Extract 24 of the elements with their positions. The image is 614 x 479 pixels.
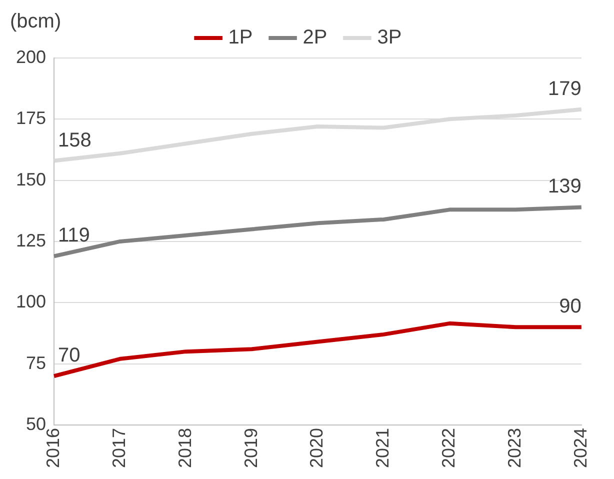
x-tick-label: 2022 <box>438 428 459 468</box>
x-tick-label: 2018 <box>174 428 195 468</box>
x-tick-label: 2017 <box>108 428 129 468</box>
y-tick-label: 200 <box>16 46 46 67</box>
x-tick-label: 2024 <box>570 428 590 468</box>
annotation: 179 <box>548 78 582 100</box>
y-tick-label: 175 <box>16 108 46 128</box>
legend-label: 3P <box>377 26 402 49</box>
y-axis-title: (bcm) <box>10 10 62 33</box>
x-tick-label: 2019 <box>240 428 261 468</box>
x-tick-label: 2020 <box>306 428 327 468</box>
y-tick-label: 150 <box>16 169 46 190</box>
legend-label: 2P <box>302 26 328 49</box>
x-tick-label: 2021 <box>372 428 393 468</box>
y-tick-label: 100 <box>16 292 46 312</box>
y-tick-label: 125 <box>16 230 46 250</box>
annotation: 139 <box>548 176 582 198</box>
annotation: 70 <box>58 344 80 367</box>
annotation: 158 <box>58 129 92 152</box>
legend-label: 1P <box>228 26 253 49</box>
annotation: 90 <box>559 296 582 318</box>
x-tick-label: 2023 <box>504 428 524 468</box>
annotation: 119 <box>58 224 90 247</box>
y-tick-label: 75 <box>26 352 46 373</box>
